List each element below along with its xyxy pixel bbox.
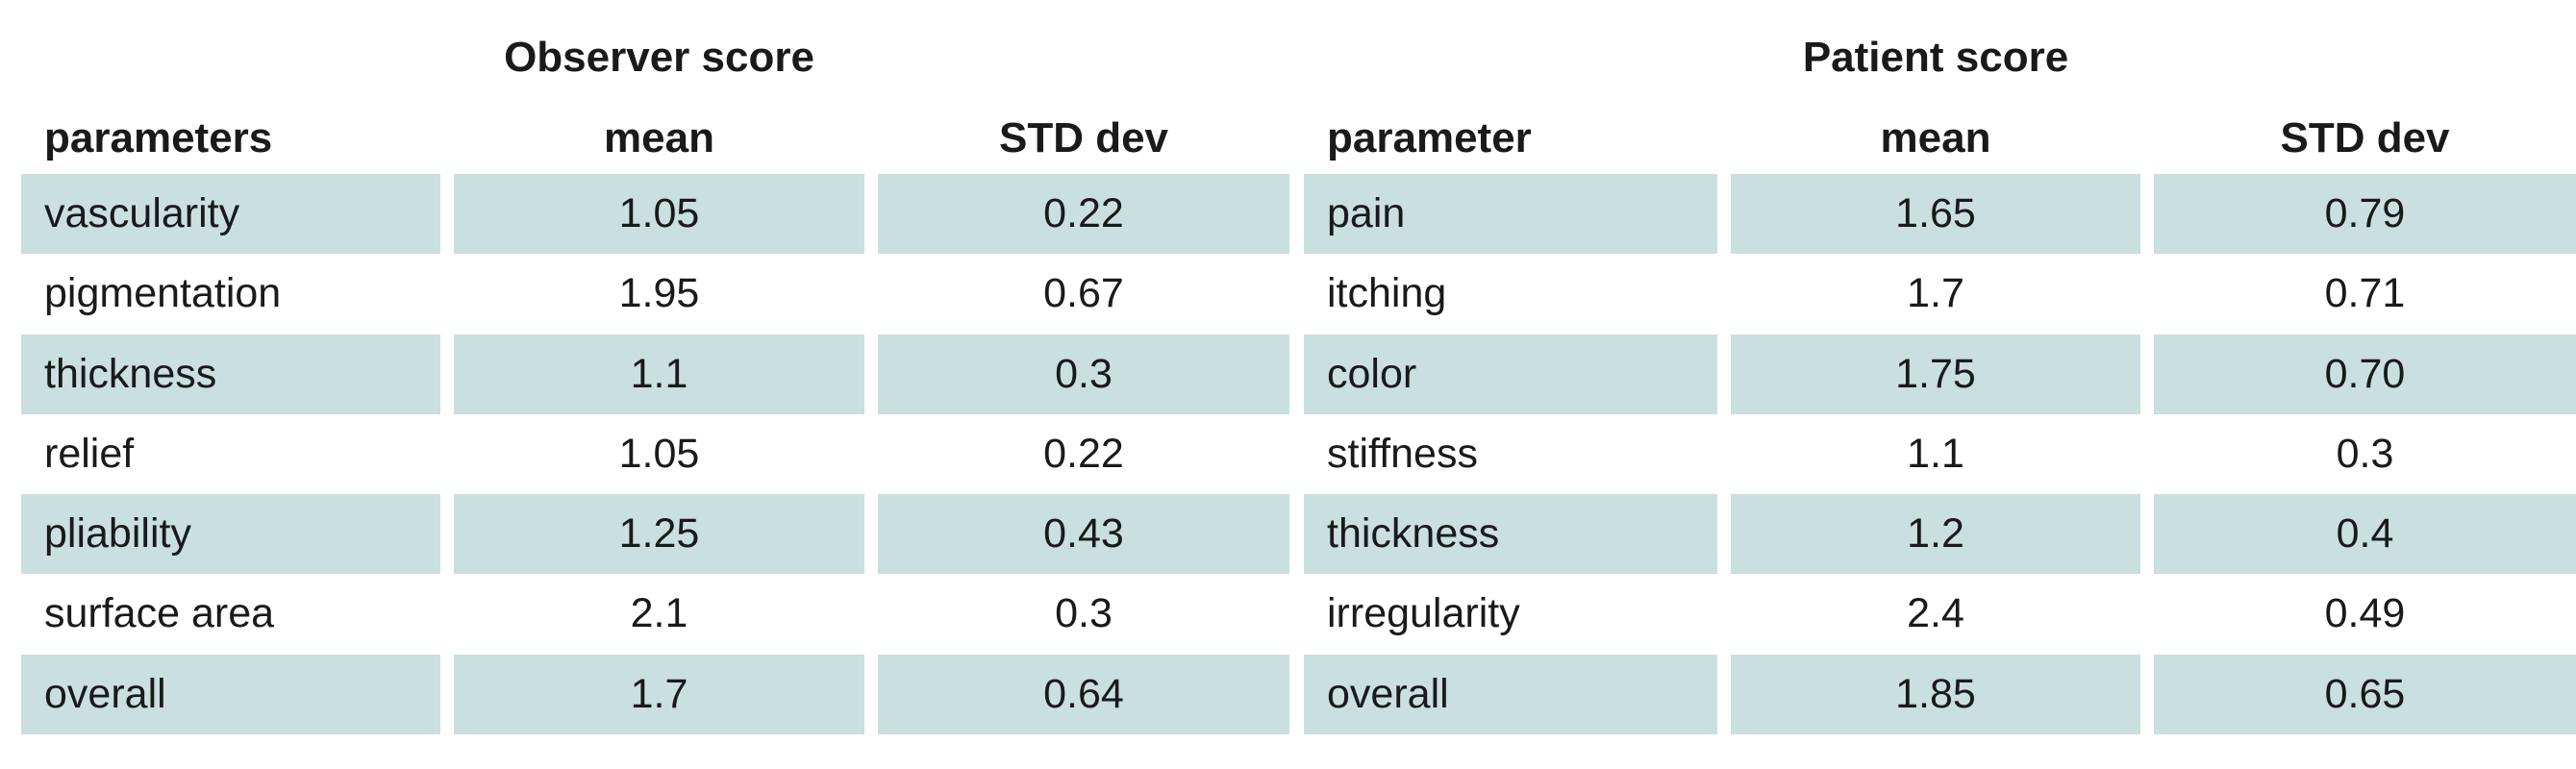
observer-parameter-cell: surface area	[44, 590, 275, 636]
table-row: relief 1.05 0.22 stiffness 1.1 0.3	[0, 414, 2576, 494]
patient-mean-cell: 1.1	[1907, 431, 1964, 477]
observer-std-header: STD dev	[998, 114, 1169, 161]
patient-std-header: STD dev	[2280, 114, 2450, 161]
observer-score-heading: Observer score	[504, 34, 814, 81]
observer-mean-cell: 1.05	[618, 431, 700, 477]
patient-std-cell: 0.70	[2154, 335, 2576, 414]
patient-mean-cell: 1.2	[1731, 494, 2140, 574]
patient-parameter-cell: thickness	[1304, 494, 1717, 574]
observer-std-cell: 0.3	[878, 335, 1289, 414]
patient-parameter-cell: itching	[1327, 270, 1447, 316]
patient-std-cell: 0.71	[2324, 270, 2406, 316]
patient-mean-cell: 1.7	[1907, 270, 1964, 316]
patient-parameter-header: parameter	[1327, 114, 1532, 161]
patient-mean-cell: 1.75	[1731, 335, 2140, 414]
observer-std-cell: 0.67	[1043, 270, 1124, 316]
patient-parameter-cell: color	[1304, 335, 1717, 414]
patient-mean-header: mean	[1880, 114, 1991, 161]
observer-std-cell: 0.3	[1055, 590, 1113, 636]
table-row: overall 1.7 0.64 overall 1.85 0.65	[0, 655, 2576, 734]
observer-std-cell: 0.22	[1043, 431, 1124, 477]
patient-mean-cell: 1.65	[1731, 174, 2140, 254]
patient-mean-cell: 2.4	[1907, 590, 1964, 636]
observer-parameter-cell: overall	[21, 655, 440, 734]
observer-std-cell: 0.64	[878, 655, 1289, 734]
table-row: thickness 1.1 0.3 color 1.75 0.70	[0, 335, 2576, 414]
observer-mean-cell: 1.95	[618, 270, 700, 316]
observer-mean-header: mean	[604, 114, 714, 161]
patient-score-heading: Patient score	[1802, 34, 2069, 81]
patient-std-cell: 0.3	[2336, 431, 2394, 477]
table-row: surface area 2.1 0.3 irregularity 2.4 0.…	[0, 574, 2576, 654]
observer-parameter-cell: thickness	[21, 335, 440, 414]
observer-mean-cell: 1.7	[454, 655, 864, 734]
table-row: pliability 1.25 0.43 thickness 1.2 0.4	[0, 494, 2576, 574]
patient-parameter-cell: overall	[1304, 655, 1717, 734]
patient-std-cell: 0.79	[2154, 174, 2576, 254]
patient-parameter-cell: irregularity	[1327, 590, 1520, 636]
table-row: vascularity 1.05 0.22 pain 1.65 0.79	[0, 174, 2576, 254]
patient-std-cell: 0.65	[2154, 655, 2576, 734]
observer-std-cell: 0.43	[878, 494, 1289, 574]
observer-parameter-cell: pigmentation	[44, 270, 282, 316]
patient-std-cell: 0.49	[2324, 590, 2406, 636]
observer-parameters-header: parameters	[44, 114, 273, 161]
patient-parameter-cell: stiffness	[1327, 431, 1478, 477]
observer-mean-cell: 1.1	[454, 335, 864, 414]
observer-mean-cell: 1.05	[454, 174, 864, 254]
table-row: pigmentation 1.95 0.67 itching 1.7 0.71	[0, 254, 2576, 334]
patient-mean-cell: 1.85	[1731, 655, 2140, 734]
observer-parameter-cell: vascularity	[21, 174, 440, 254]
patient-std-cell: 0.4	[2154, 494, 2576, 574]
observer-parameter-cell: pliability	[21, 494, 440, 574]
observer-mean-cell: 2.1	[630, 590, 688, 636]
patient-parameter-cell: pain	[1304, 174, 1717, 254]
observer-mean-cell: 1.25	[454, 494, 864, 574]
observer-std-cell: 0.22	[878, 174, 1289, 254]
observer-parameter-cell: relief	[44, 431, 135, 477]
